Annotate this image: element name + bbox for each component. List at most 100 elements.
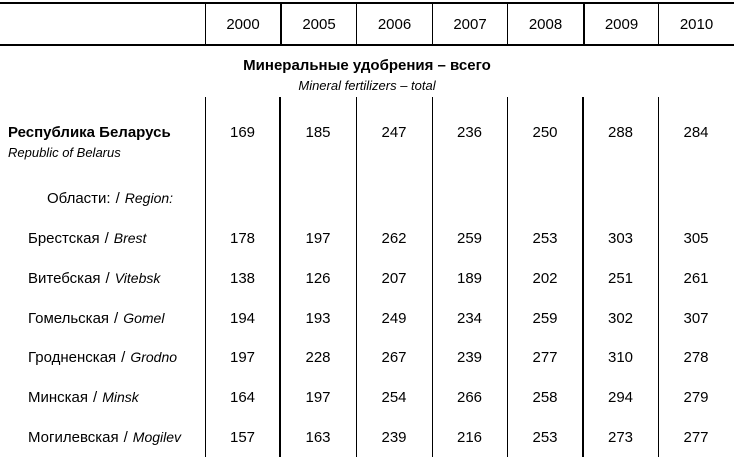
value-cell: 239 bbox=[381, 428, 407, 446]
row-label: Витебская / Vitebsk bbox=[0, 268, 205, 289]
row-label: Гродненская / Grodno bbox=[0, 347, 205, 368]
table-title-ru: Минеральные удобрения – всего bbox=[243, 57, 491, 74]
section-heading-en: Region: bbox=[124, 189, 174, 206]
label-separator: / bbox=[93, 388, 98, 406]
row-label-en: Mogilev bbox=[132, 428, 182, 445]
value-cell: 259 bbox=[532, 309, 558, 327]
value-cell: 138 bbox=[229, 269, 256, 287]
value-cell: 164 bbox=[229, 388, 256, 406]
row-label: Гомельская / Gomel bbox=[0, 308, 205, 329]
year-header-2006: 2006 bbox=[356, 4, 432, 44]
table-row: Гомельская / Gomel 194 193 249 234 259 302… bbox=[0, 307, 734, 329]
value-cell: 278 bbox=[683, 348, 709, 366]
value-cell: 197 bbox=[305, 388, 331, 406]
value-cell: 228 bbox=[305, 348, 331, 366]
value-cell: 197 bbox=[229, 348, 256, 366]
value-cell: 259 bbox=[456, 229, 483, 247]
value-cell: 262 bbox=[381, 229, 407, 247]
value-cell: 251 bbox=[607, 269, 634, 287]
label-separator: / bbox=[104, 229, 109, 247]
row-label-ru: Минская bbox=[28, 388, 89, 406]
value-cell: 303 bbox=[607, 229, 634, 247]
table-row: Могилевская / Mogilev 157 163 239 216 253 … bbox=[0, 426, 734, 448]
value-cell: 197 bbox=[305, 229, 331, 247]
value-cell: 189 bbox=[456, 269, 483, 287]
section-heading-row: Области: / Region: bbox=[0, 187, 734, 209]
year-header-2005: 2005 bbox=[280, 4, 356, 44]
value-cell: 267 bbox=[381, 348, 407, 366]
value-cell: 249 bbox=[381, 309, 407, 327]
label-separator: / bbox=[121, 348, 126, 366]
column-divider bbox=[432, 97, 433, 457]
table-row-total: Республика Беларусь Republic of Belarus … bbox=[0, 122, 734, 163]
value-cell: 178 bbox=[229, 229, 256, 247]
value-cell: 236 bbox=[456, 124, 483, 141]
row-label-en: Minsk bbox=[102, 388, 139, 405]
table-row: Гродненская / Grodno 197 228 267 239 277 3… bbox=[0, 346, 734, 368]
value-cell: 202 bbox=[532, 269, 558, 287]
value-cell: 157 bbox=[229, 428, 256, 446]
year-header-2008: 2008 bbox=[507, 4, 583, 44]
table-body: Республика Беларусь Republic of Belarus … bbox=[0, 97, 734, 457]
label-separator: / bbox=[123, 428, 128, 446]
row-label-en: Grodno bbox=[130, 348, 178, 365]
label-separator: / bbox=[115, 189, 120, 207]
label-separator: / bbox=[114, 309, 119, 327]
table-row: Минская / Minsk 164 197 254 266 258 294 27… bbox=[0, 386, 734, 408]
row-label-ru: Брестская bbox=[28, 229, 100, 247]
value-cell: 261 bbox=[683, 269, 709, 287]
value-cell: 279 bbox=[683, 388, 709, 406]
row-label-ru: Республика Беларусь bbox=[8, 124, 171, 141]
value-cell: 194 bbox=[229, 309, 256, 327]
value-cell: 284 bbox=[683, 124, 709, 141]
row-label-en: Vitebsk bbox=[114, 269, 161, 286]
table-row: Брестская / Brest 178 197 262 259 253 303 … bbox=[0, 227, 734, 249]
column-divider bbox=[205, 97, 206, 457]
value-cell: 254 bbox=[381, 388, 407, 406]
row-label-ru: Витебская bbox=[28, 269, 101, 287]
row-label: Минская / Minsk bbox=[0, 387, 205, 408]
table-row: Витебская / Vitebsk 138 126 207 189 202 25… bbox=[0, 267, 734, 289]
row-label: Брестская / Brest bbox=[0, 228, 205, 249]
value-cell: 258 bbox=[532, 388, 558, 406]
value-cell: 193 bbox=[305, 309, 331, 327]
value-cell: 234 bbox=[456, 309, 483, 327]
value-cell: 277 bbox=[683, 428, 709, 446]
value-cell: 207 bbox=[381, 269, 407, 287]
column-divider bbox=[507, 97, 508, 457]
table-title-en: Mineral fertilizers – total bbox=[298, 78, 436, 93]
table-title-block: Минеральные удобрения – всего Mineral fe… bbox=[0, 55, 734, 95]
row-label-en: Republic of Belarus bbox=[8, 145, 121, 160]
year-header-2009: 2009 bbox=[583, 4, 658, 44]
header-label-cell bbox=[0, 4, 205, 44]
column-divider bbox=[279, 97, 281, 457]
value-cell: 216 bbox=[456, 428, 483, 446]
column-divider bbox=[356, 97, 357, 457]
row-label-ru: Могилевская bbox=[28, 428, 119, 446]
section-heading-ru: Области: bbox=[47, 189, 111, 207]
value-cell: 307 bbox=[683, 309, 709, 327]
value-cell: 247 bbox=[381, 124, 407, 141]
value-cell: 185 bbox=[305, 124, 331, 141]
table-header-row: 2000 2005 2006 2007 2008 2009 2010 bbox=[0, 2, 734, 46]
value-cell: 277 bbox=[532, 348, 558, 366]
value-cell: 253 bbox=[532, 428, 558, 446]
label-separator: / bbox=[105, 269, 110, 287]
value-cell: 169 bbox=[229, 124, 256, 141]
value-cell: 305 bbox=[683, 229, 709, 247]
year-header-2000: 2000 bbox=[205, 4, 280, 44]
column-divider bbox=[658, 97, 659, 457]
value-cell: 294 bbox=[607, 388, 634, 406]
column-divider bbox=[582, 97, 584, 457]
year-header-2010: 2010 bbox=[658, 4, 734, 44]
section-heading: Области: / Region: bbox=[0, 188, 205, 209]
row-label-total: Республика Беларусь Republic of Belarus bbox=[0, 122, 205, 163]
value-cell: 310 bbox=[607, 348, 634, 366]
value-cell: 302 bbox=[607, 309, 634, 327]
row-label-ru: Гродненская bbox=[28, 348, 117, 366]
value-cell: 163 bbox=[305, 428, 331, 446]
row-label-en: Brest bbox=[113, 229, 147, 246]
value-cell: 250 bbox=[532, 124, 558, 141]
row-label: Могилевская / Mogilev bbox=[0, 427, 205, 448]
